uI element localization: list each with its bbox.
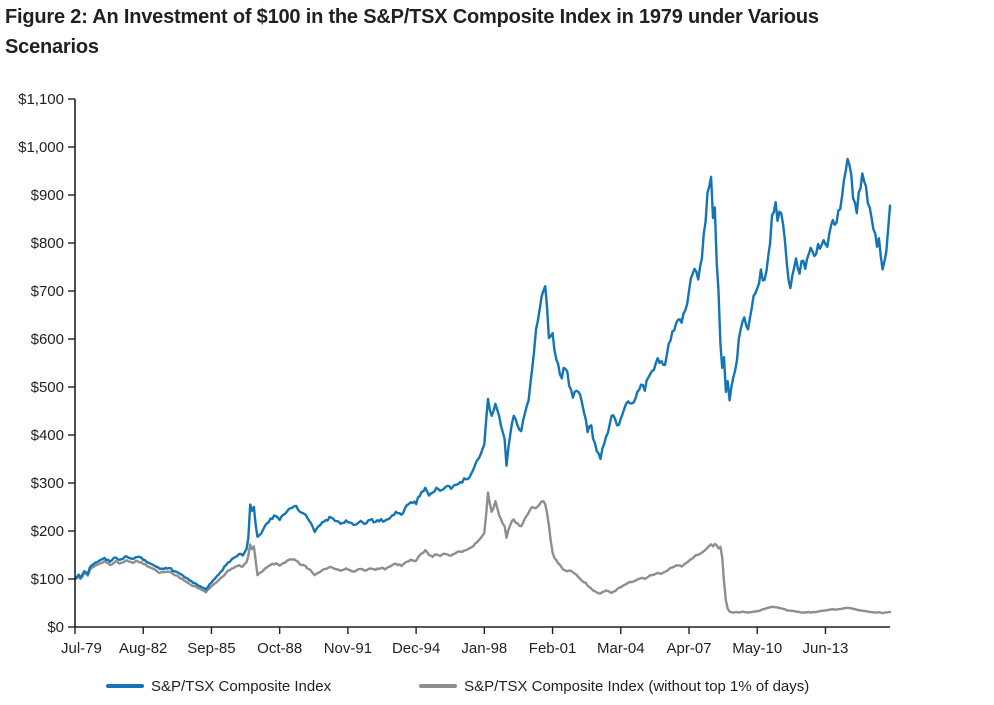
- y-axis-tick-label: $300: [31, 475, 64, 492]
- x-axis-tick-label: Aug-82: [119, 640, 167, 657]
- legend-label: S&P/TSX Composite Index (without top 1% …: [464, 677, 810, 695]
- series-line-sptsx: [73, 157, 892, 591]
- y-axis-tick-label: $200: [31, 523, 64, 540]
- y-axis-tick-label: $100: [31, 571, 64, 588]
- figure-title: Figure 2: An Investment of $100 in the S…: [5, 2, 989, 62]
- y-axis-tick-label: $600: [31, 331, 64, 348]
- y-axis-tick-label: $1,100: [18, 91, 64, 108]
- x-axis-tick-label: Oct-88: [257, 640, 302, 657]
- x-axis-tick-label: Dec-94: [392, 640, 440, 657]
- y-axis-tick-label: $800: [31, 235, 64, 252]
- x-axis-tick-label: Mar-04: [597, 640, 645, 657]
- x-axis-tick-label: May-10: [732, 640, 782, 657]
- blue-line-swatch: [106, 684, 144, 688]
- x-axis-tick-label: Jan-98: [461, 640, 507, 657]
- gray-line-swatch: [419, 684, 458, 688]
- legend: S&P/TSX Composite Index S&P/TSX Composit…: [0, 673, 994, 699]
- x-axis-tick-label: Apr-07: [667, 640, 712, 657]
- legend-label: S&P/TSX Composite Index: [151, 677, 332, 695]
- figure-title-line2: Scenarios: [5, 36, 99, 58]
- y-axis-tick-label: $1,000: [18, 139, 64, 156]
- y-axis-tick-label: $400: [31, 427, 64, 444]
- y-axis-tick-label: $0: [47, 619, 64, 636]
- x-axis-tick-label: Nov-91: [324, 640, 372, 657]
- y-axis-tick-label: $900: [31, 187, 64, 204]
- series-line-sptsx-ex-top1: [73, 491, 892, 615]
- x-axis-tick-label: Jun-13: [803, 640, 849, 657]
- figure-title-line1: Figure 2: An Investment of $100 in the S…: [5, 6, 819, 28]
- legend-item-composite-index: S&P/TSX Composite Index: [106, 678, 331, 695]
- x-axis-tick-label: Feb-01: [529, 640, 577, 657]
- x-axis-tick-label: Jul-79: [61, 640, 102, 657]
- legend-item-without-top-days: S&P/TSX Composite Index (without top 1% …: [419, 678, 809, 695]
- y-axis-tick-label: $500: [31, 379, 64, 396]
- x-axis-tick-label: Sep-85: [187, 640, 235, 657]
- y-axis-tick-label: $700: [31, 283, 64, 300]
- line-chart: $0 $100 $200 $300 $400 $500 $600 $700 $800 $900 $1…: [18, 91, 892, 657]
